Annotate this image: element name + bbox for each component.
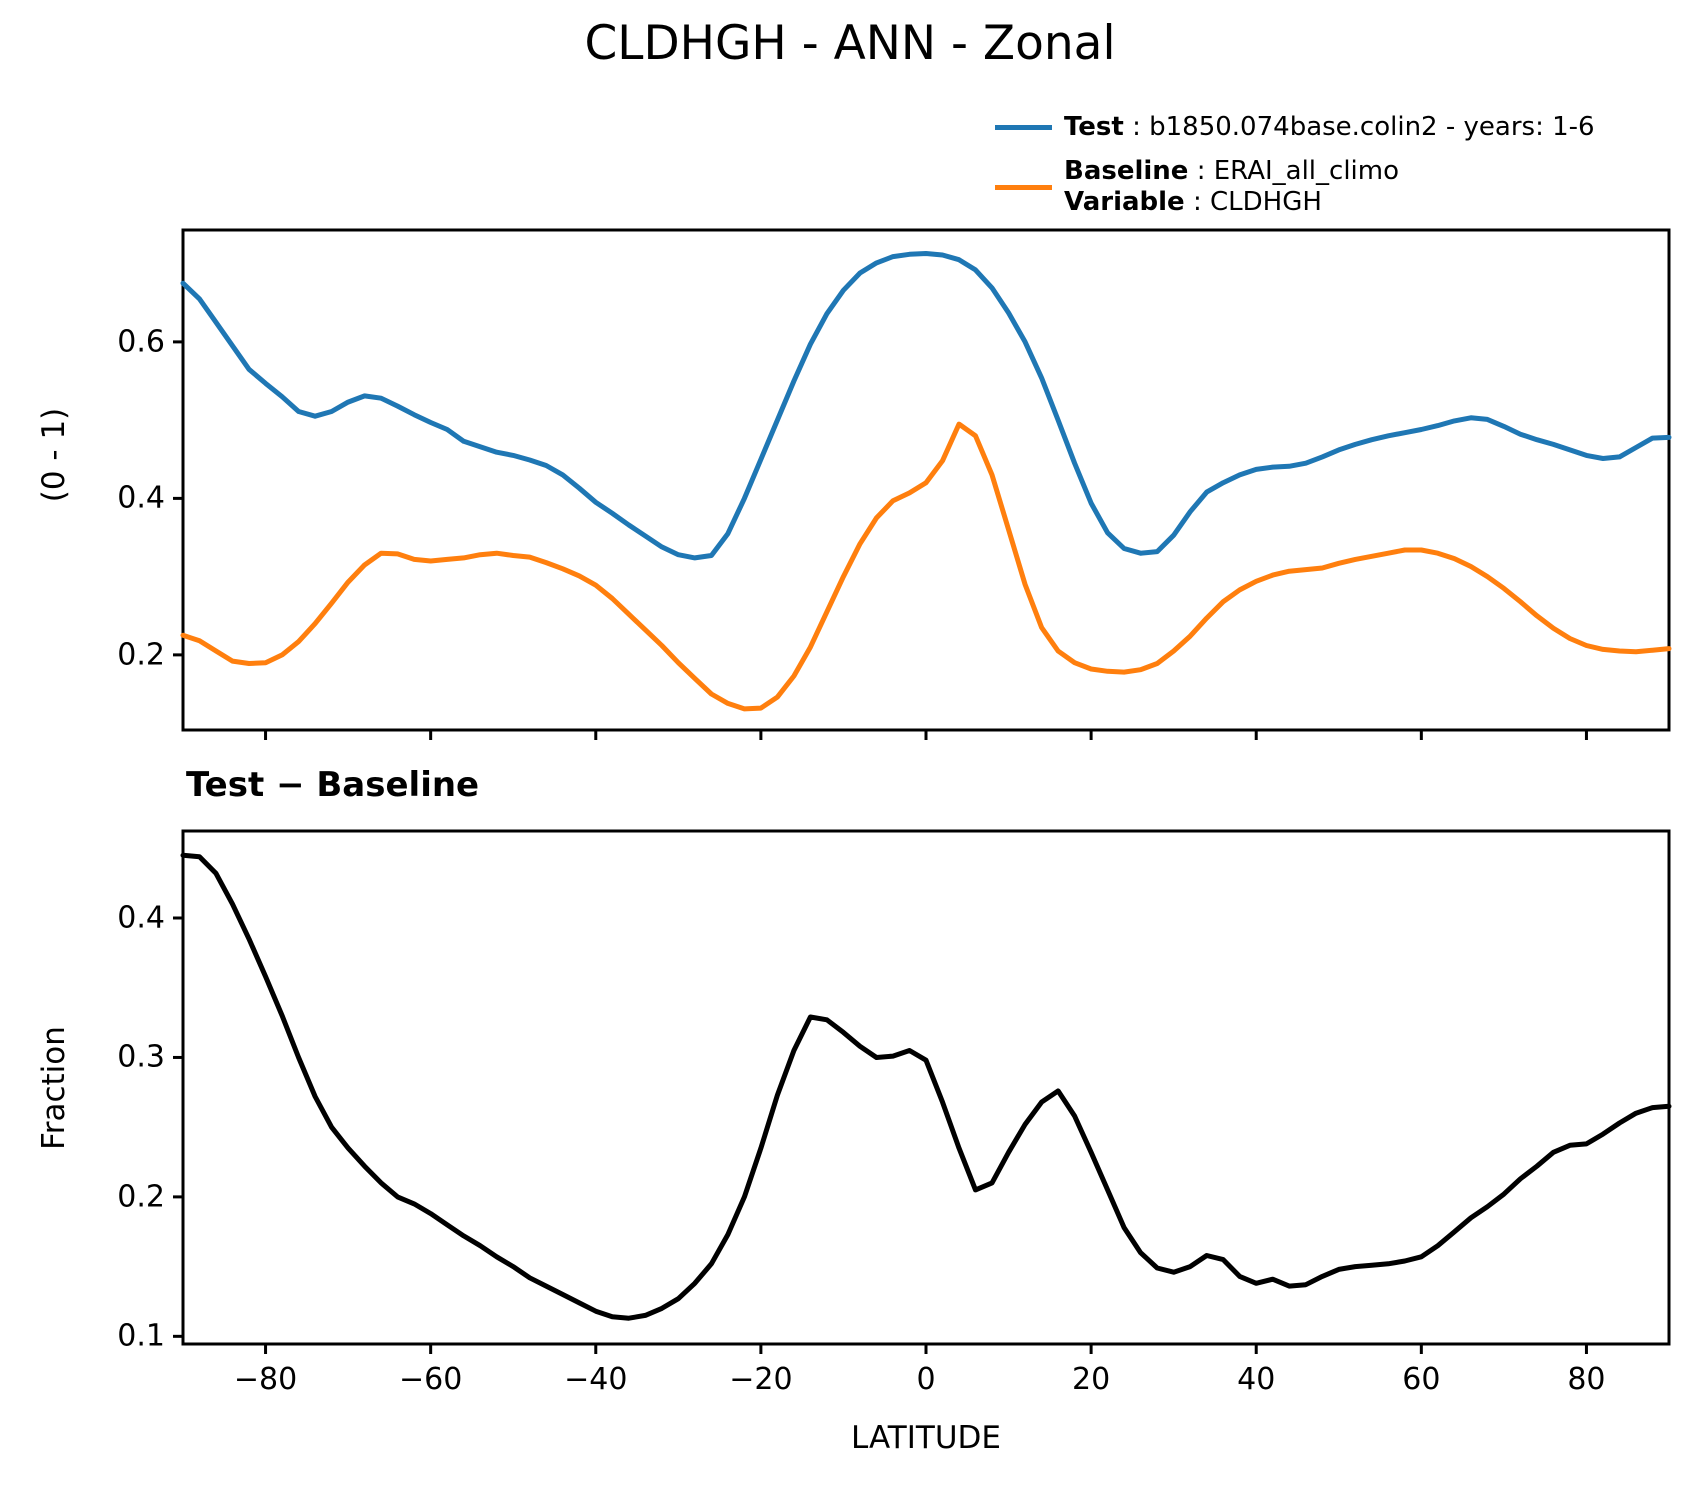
legend-baseline-row: Baseline : ERAI_all_climo — [1064, 156, 1399, 187]
legend-separator: : — [1184, 187, 1210, 217]
legend-separator: : — [1188, 156, 1214, 186]
legend-baseline-label: Baseline — [1064, 156, 1189, 186]
x-tick-label: 20 — [1072, 1362, 1111, 1397]
x-tick-label: −40 — [564, 1362, 628, 1397]
panel-frame — [181, 829, 1671, 1346]
legend: Test : b1850.074base.colin2 - years: 1-6… — [995, 110, 1595, 218]
y-tick-label: 0.4 — [117, 900, 165, 936]
legend-item-baseline: Baseline : ERAI_all_climo Variable : CLD… — [995, 156, 1595, 218]
x-axis-label: LATITUDE — [851, 1420, 1001, 1456]
x-tick-label: 60 — [1402, 1362, 1441, 1397]
x-tick-label: −80 — [233, 1362, 298, 1397]
legend-separator: : — [1123, 111, 1150, 142]
legend-test-label: Test — [1064, 111, 1124, 142]
legend-test-text: Test : b1850.074base.colin2 - years: 1-6 — [1064, 112, 1595, 143]
top-panel-ylabel: (0 - 1) — [36, 407, 72, 503]
y-tick-label: 0.1 — [117, 1318, 165, 1354]
legend-variable-row: Variable : CLDHGH — [1064, 187, 1399, 218]
x-tick-label: 80 — [1567, 1362, 1606, 1397]
legend-item-test: Test : b1850.074base.colin2 - years: 1-6 — [995, 110, 1595, 144]
legend-test-value: b1850.074base.colin2 - years: 1-6 — [1149, 111, 1595, 142]
series-line-test-minus-baseline — [180, 852, 1672, 1321]
y-tick-label: 0.6 — [117, 324, 165, 360]
diff-panel-ylabel: Fraction — [36, 1026, 72, 1150]
legend-variable-value: CLDHGH — [1209, 187, 1322, 217]
test-line-swatch — [995, 124, 1052, 130]
y-tick-label: 0.3 — [117, 1039, 165, 1075]
legend-baseline-text: Baseline : ERAI_all_climo Variable : CLD… — [1064, 156, 1399, 218]
chart-title: CLDHGH - ANN - Zonal — [584, 16, 1116, 71]
diff-panel-subtitle: Test − Baseline — [186, 765, 480, 805]
baseline-line-swatch — [995, 184, 1052, 190]
series-line-test — [180, 251, 1672, 561]
x-tick-label: 0 — [916, 1362, 936, 1397]
x-tick-label: −20 — [729, 1362, 793, 1397]
x-tick-label: −60 — [399, 1362, 463, 1397]
y-tick-label: 0.2 — [117, 1179, 165, 1215]
x-tick-label: 40 — [1237, 1362, 1276, 1397]
series-line-baseline — [180, 421, 1672, 712]
y-tick-label: 0.2 — [117, 637, 165, 673]
y-tick-label: 0.4 — [117, 480, 165, 516]
legend-baseline-value: ERAI_all_climo — [1213, 156, 1399, 186]
legend-variable-label: Variable — [1064, 187, 1185, 217]
